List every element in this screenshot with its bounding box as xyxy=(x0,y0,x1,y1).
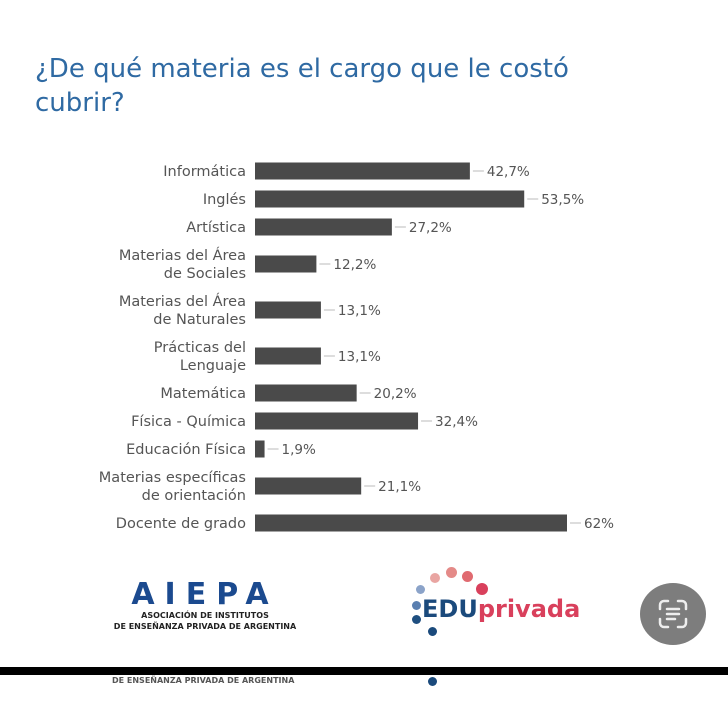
aiepa-wordmark: AIEPA xyxy=(131,577,279,612)
bar xyxy=(255,190,525,208)
value-label: 27,2% xyxy=(409,220,452,236)
value-label: 21,1% xyxy=(378,479,421,495)
logo-dot-fragment xyxy=(428,677,437,686)
category-label: Matemática xyxy=(160,386,246,402)
privada-text: privada xyxy=(477,595,581,623)
value-label: 20,2% xyxy=(374,386,417,402)
aiepa-subtitle-1: ASOCIACIÓN DE INSTITUTOS xyxy=(141,611,269,620)
chart-title: ¿De qué materia es el cargo que le costó… xyxy=(35,54,569,118)
category-label: Inglés xyxy=(203,192,246,208)
bar-chart: 42,7% Informática 53,5% Inglés 27,2% Artístic… xyxy=(99,162,614,532)
edu-text: EDU xyxy=(422,595,478,623)
bar xyxy=(255,384,357,402)
value-label: 32,4% xyxy=(435,414,478,430)
value-label: 42,7% xyxy=(487,164,530,180)
category-label: Docente de grado xyxy=(116,516,246,532)
bar xyxy=(255,162,470,180)
bar xyxy=(255,255,317,273)
bar xyxy=(255,440,265,458)
value-label: 62% xyxy=(584,516,614,532)
category-label: Materias del Área xyxy=(119,293,246,310)
category-label: Lenguaje xyxy=(180,358,246,374)
category-label: de Sociales xyxy=(164,266,246,282)
value-label: 1,9% xyxy=(282,442,316,458)
category-label: Materias específicas xyxy=(99,470,246,486)
category-label: Materias del Área xyxy=(119,247,246,264)
value-label: 13,1% xyxy=(338,303,381,319)
category-label: de Naturales xyxy=(153,312,246,328)
value-label: 53,5% xyxy=(541,192,584,208)
category-label: Educación Física xyxy=(126,442,246,458)
bar xyxy=(255,412,419,430)
category-label: Informática xyxy=(163,164,246,180)
bar xyxy=(255,514,567,532)
bar xyxy=(255,218,392,236)
eduprivada-logo: EDUprivada xyxy=(410,565,610,645)
category-label: de orientación xyxy=(142,488,246,504)
cut-off-text: DE ENSEÑANZA PRIVADA DE ARGENTINA xyxy=(112,676,295,685)
bar xyxy=(255,477,362,495)
scan-text-icon xyxy=(658,599,688,629)
category-label: Física - Química xyxy=(131,414,246,430)
category-label: Prácticas del xyxy=(154,340,246,356)
category-label: Artística xyxy=(186,220,246,236)
aiepa-logo: AIEPA ASOCIACIÓN DE INSTITUTOS DE ENSEÑA… xyxy=(110,580,300,632)
screen-divider xyxy=(0,667,728,675)
bar xyxy=(255,347,321,365)
aiepa-subtitle-2: DE ENSEÑANZA PRIVADA DE ARGENTINA xyxy=(113,622,297,631)
bar xyxy=(255,301,321,319)
value-label: 13,1% xyxy=(338,349,381,365)
value-label: 12,2% xyxy=(333,257,376,273)
scan-text-button[interactable] xyxy=(640,583,706,645)
